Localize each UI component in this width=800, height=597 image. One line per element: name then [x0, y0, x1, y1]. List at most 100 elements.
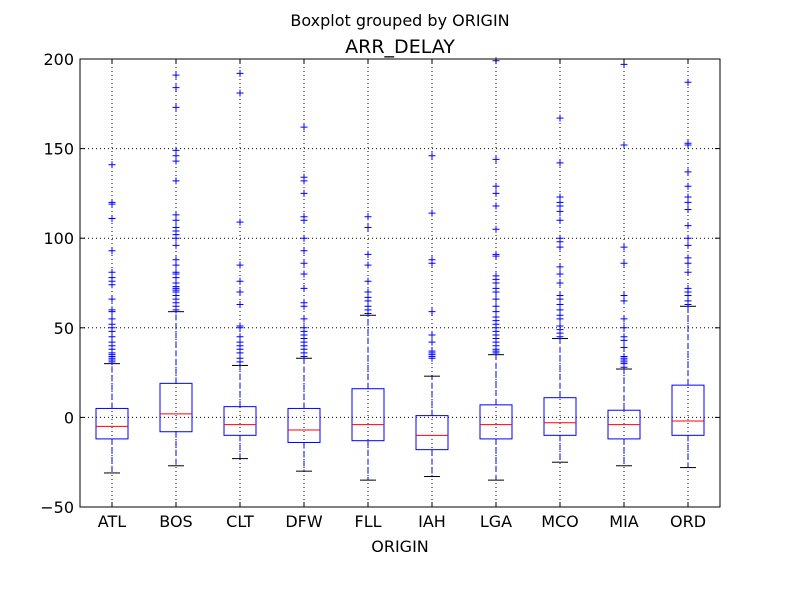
- x-tick-label: MCO: [541, 512, 579, 531]
- outlier-point: [684, 168, 692, 176]
- outlier-point: [300, 315, 308, 323]
- outlier-point: [108, 198, 116, 206]
- outlier-point: [428, 331, 436, 339]
- outlier-point: [556, 322, 564, 330]
- outlier-point: [300, 284, 308, 292]
- outlier-point: [428, 347, 436, 355]
- x-tick-label: BOS: [159, 512, 192, 531]
- x-tick-label: IAH: [418, 512, 446, 531]
- outlier-point: [236, 288, 244, 296]
- outlier-point: [172, 84, 180, 92]
- outlier-point: [684, 193, 692, 201]
- outlier-point: [108, 315, 116, 323]
- x-tick-label: CLT: [226, 512, 254, 531]
- outlier-point: [556, 263, 564, 271]
- outlier-point: [236, 261, 244, 269]
- axis-ticks: −50 0 50 100 150 200 ATL BOS CLT DFW FLL IAH LGA MCO M…: [40, 50, 720, 531]
- y-tick-label: −50: [40, 498, 74, 517]
- outlier-point: [364, 250, 372, 258]
- outlier-point: [236, 89, 244, 97]
- outlier-point: [364, 213, 372, 221]
- outlier-point: [556, 234, 564, 242]
- outlier-point: [172, 211, 180, 219]
- outlier-point: [236, 301, 244, 309]
- iqr-box: [351, 388, 385, 442]
- outlier-point: [556, 193, 564, 201]
- outlier-point: [300, 173, 308, 181]
- outlier-point: [492, 272, 500, 280]
- outlier-point: [300, 299, 308, 307]
- outlier-point: [492, 302, 500, 310]
- outlier-point: [172, 241, 180, 249]
- outlier-point: [620, 292, 628, 300]
- outlier-point: [236, 69, 244, 77]
- outlier-point: [684, 222, 692, 230]
- outlier-point: [556, 270, 564, 278]
- outlier-point: [684, 234, 692, 242]
- box-fll: [351, 213, 385, 481]
- x-tick-label: LGA: [480, 512, 512, 531]
- outlier-point: [556, 114, 564, 122]
- iqr-box: [671, 384, 705, 436]
- outlier-point: [620, 315, 628, 323]
- x-tick-label: MIA: [609, 512, 639, 531]
- iqr-box: [543, 397, 577, 436]
- outlier-point: [428, 338, 436, 346]
- outlier-point: [236, 218, 244, 226]
- outlier-point: [236, 333, 244, 341]
- iqr-box: [415, 415, 449, 451]
- outlier-point: [684, 78, 692, 86]
- y-tick-label: 50: [54, 319, 74, 338]
- y-tick-label: 150: [43, 140, 74, 159]
- outlier-point: [620, 259, 628, 267]
- outlier-point: [684, 284, 692, 292]
- outlier-point: [300, 123, 308, 131]
- outlier-point: [108, 306, 116, 314]
- outlier-point: [364, 288, 372, 296]
- outlier-point: [172, 223, 180, 231]
- outlier-point: [620, 333, 628, 341]
- outlier-point: [620, 344, 628, 352]
- outlier-point: [492, 189, 500, 197]
- outlier-point: [492, 295, 500, 303]
- outlier-point: [620, 141, 628, 149]
- outlier-point: [492, 250, 500, 258]
- outlier-point: [108, 214, 116, 222]
- box-ord: [671, 78, 705, 469]
- boxes-layer: [95, 57, 705, 481]
- outlier-point: [684, 254, 692, 262]
- iqr-box: [223, 406, 257, 436]
- outlier-point: [300, 234, 308, 242]
- plot-area-frame: [79, 58, 721, 508]
- outlier-point: [300, 189, 308, 197]
- outlier-point: [300, 259, 308, 267]
- outlier-point: [364, 223, 372, 231]
- box-iah: [415, 152, 449, 478]
- outlier-point: [236, 277, 244, 285]
- outlier-point: [620, 243, 628, 251]
- box-atl: [95, 161, 129, 474]
- x-axis-label: ORIGIN: [371, 537, 429, 556]
- outlier-point: [684, 241, 692, 249]
- outlier-point: [428, 209, 436, 217]
- outlier-point: [556, 159, 564, 167]
- outlier-point: [364, 277, 372, 285]
- outlier-point: [172, 103, 180, 111]
- outlier-point: [108, 268, 116, 276]
- outlier-point: [492, 182, 500, 190]
- iqr-box: [159, 382, 193, 433]
- outlier-point: [108, 161, 116, 169]
- outlier-point: [684, 268, 692, 276]
- outlier-point: [364, 261, 372, 269]
- outlier-point: [300, 247, 308, 255]
- outlier-point: [172, 256, 180, 264]
- outlier-point: [300, 324, 308, 332]
- box-lga: [479, 57, 513, 481]
- outlier-point: [108, 247, 116, 255]
- iqr-box: [287, 407, 321, 443]
- outlier-point: [172, 71, 180, 79]
- outlier-point: [300, 213, 308, 221]
- box-clt: [223, 69, 257, 460]
- box-mco: [543, 114, 577, 463]
